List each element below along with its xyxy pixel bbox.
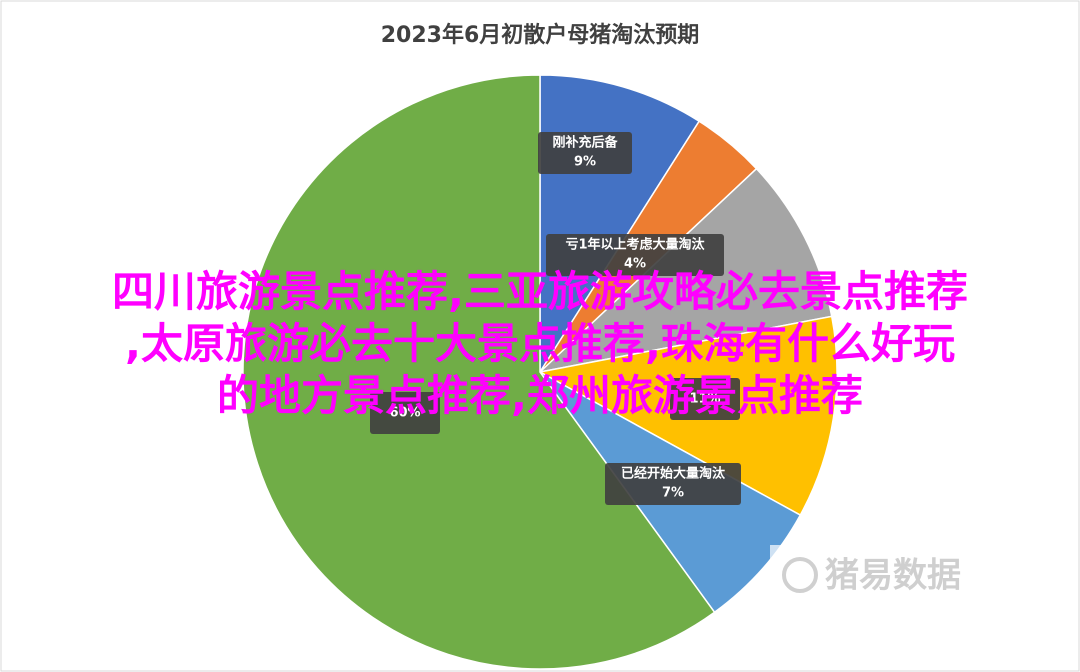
labels: 刚补充后备 9% 亏1年以上考虑大量淘汰 4% 11% 已经开始大量淘汰 7% 60% bbox=[370, 132, 741, 505]
watermark-text: 猪易数据 bbox=[825, 556, 961, 596]
value-label: 60% bbox=[389, 406, 420, 421]
chart-title: 2023年6月初散户母猪淘汰预期 bbox=[381, 22, 700, 48]
slice-label: 刚补充后备 bbox=[552, 135, 618, 151]
label-box bbox=[538, 132, 632, 174]
pie-slice bbox=[242, 74, 716, 670]
value-label: 7% bbox=[662, 486, 684, 501]
watermark-icon bbox=[782, 557, 818, 593]
label-box bbox=[370, 392, 440, 434]
overlay-line: 四川旅游景点推荐,三亚旅游攻略必去景点推荐 bbox=[112, 267, 968, 316]
watermark: 猪易数据 bbox=[770, 545, 1015, 605]
slice-label: 已经开始大量淘汰 bbox=[621, 466, 726, 482]
slice-label: 亏1年以上考虑大量淘汰 bbox=[565, 237, 705, 253]
value-label: 11% bbox=[689, 392, 720, 407]
value-label: 4% bbox=[624, 257, 646, 272]
overlay-line: 的地方景点推荐,郑州旅游景点推荐 bbox=[217, 371, 863, 420]
overlay-line: ,太原旅游必去十大景点推荐,珠海有什么好玩 bbox=[125, 319, 955, 368]
watermark-bg bbox=[770, 545, 1015, 605]
value-label: 9% bbox=[574, 155, 596, 170]
label-box bbox=[670, 378, 740, 420]
label-box bbox=[605, 463, 741, 505]
label-box bbox=[546, 234, 724, 276]
